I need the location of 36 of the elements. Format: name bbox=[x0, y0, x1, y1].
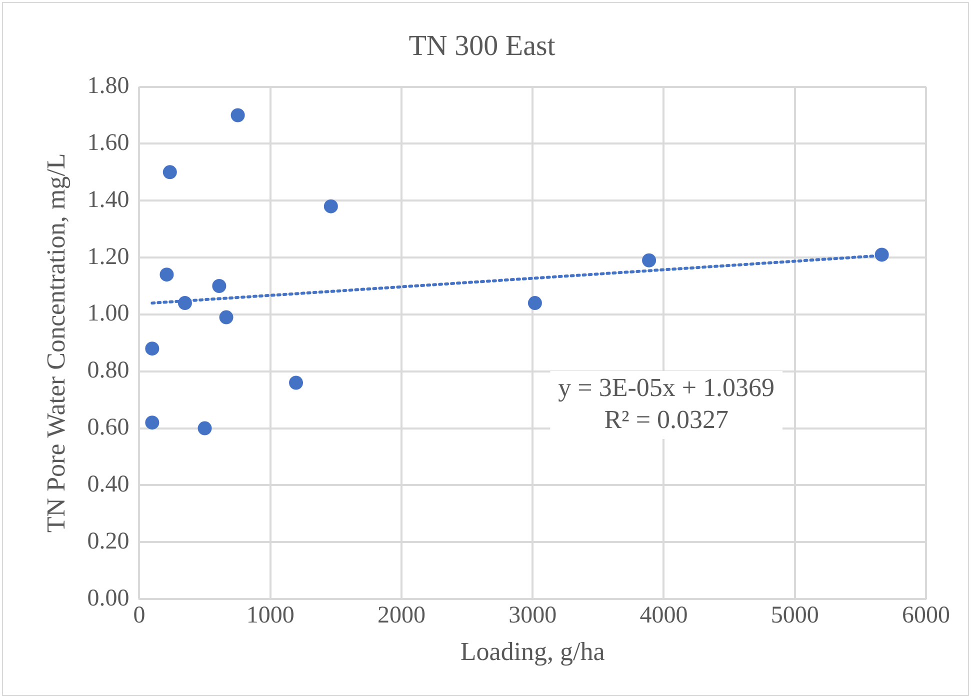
x-tick-label: 5000 bbox=[770, 602, 819, 629]
x-tick-label: 4000 bbox=[640, 602, 688, 629]
x-tick-label: 6000 bbox=[902, 602, 950, 629]
y-tick-label: 1.40 bbox=[87, 186, 130, 213]
point bbox=[642, 253, 656, 268]
y-axis-title: TN Pore Water Concentration, mg/L bbox=[41, 153, 70, 533]
y-tick-label: 1.80 bbox=[87, 73, 130, 100]
x-tick-label: 1000 bbox=[246, 602, 294, 629]
chart-title: TN 300 East bbox=[408, 30, 556, 62]
y-tick-label: 0.60 bbox=[87, 414, 130, 441]
point bbox=[198, 421, 212, 436]
point bbox=[145, 416, 160, 430]
point bbox=[528, 296, 542, 310]
point bbox=[219, 310, 234, 324]
y-tick-label: 0.00 bbox=[87, 585, 130, 612]
y-tick-label: 0.40 bbox=[87, 471, 130, 498]
x-tick-label: 3000 bbox=[508, 602, 557, 629]
point bbox=[145, 342, 160, 356]
point bbox=[874, 248, 889, 262]
y-tick-label: 0.20 bbox=[87, 528, 130, 554]
y-tick-label: 1.60 bbox=[87, 130, 130, 156]
point bbox=[230, 108, 245, 122]
point bbox=[324, 199, 338, 214]
x-tick-label: 0 bbox=[133, 602, 146, 629]
point bbox=[160, 268, 174, 282]
point bbox=[212, 278, 226, 293]
annotation: y = 3E-05x + 1.0369 bbox=[558, 372, 775, 402]
x-axis-title: Loading, g/ha bbox=[460, 637, 606, 666]
x-tick-label: 2000 bbox=[377, 602, 426, 629]
y-tick-label: 1.00 bbox=[87, 300, 130, 327]
annotation: R² = 0.0327 bbox=[604, 404, 729, 434]
y-tick-label: 1.20 bbox=[87, 244, 130, 270]
y-tick-label: 0.80 bbox=[87, 358, 130, 384]
point bbox=[162, 165, 177, 180]
point bbox=[178, 296, 192, 310]
point bbox=[289, 376, 304, 390]
